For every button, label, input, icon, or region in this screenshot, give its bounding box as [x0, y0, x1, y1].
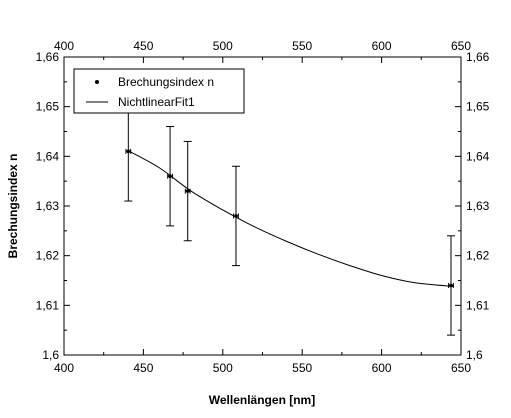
- legend: Brechungsindex n NichtlinearFit1: [73, 68, 245, 114]
- x-tick-label-top: 500: [213, 39, 233, 53]
- data-marker: [126, 149, 131, 154]
- x-tick-label-top: 550: [292, 39, 312, 53]
- y-tick-label-left: 1,64: [36, 149, 60, 163]
- y-tick-label-right: 1,6: [466, 348, 483, 362]
- y-tick-label-right: 1,64: [466, 149, 490, 163]
- legend-marker-points: [95, 80, 99, 84]
- legend-label-fit: NichtlinearFit1: [118, 95, 195, 109]
- data-point: [183, 140, 192, 242]
- y-tick-label-right: 1,63: [466, 199, 490, 213]
- y-tick-label-right: 1,61: [466, 298, 490, 312]
- y-tick-label-left: 1,65: [36, 100, 60, 114]
- data-point: [231, 165, 240, 267]
- y-axis-title: Brechungsindex n: [6, 154, 20, 259]
- x-axis-title: Wellenlängen [nm]: [209, 393, 315, 407]
- data-marker: [234, 214, 238, 218]
- data-marker: [168, 174, 172, 178]
- y-tick-label-right: 1,62: [466, 249, 490, 263]
- y-tick-label-left: 1,6: [42, 348, 59, 362]
- y-tick-label-left: 1,66: [36, 50, 60, 64]
- y-tick-label-left: 1,62: [36, 249, 60, 263]
- data-point: [166, 126, 175, 227]
- data-point: [446, 235, 455, 336]
- x-tick-label-bottom: 400: [54, 361, 74, 375]
- y-tick-label-left: 1,63: [36, 199, 60, 213]
- y-tick-label-right: 1,66: [466, 50, 490, 64]
- data-marker: [449, 283, 453, 288]
- legend-box: [73, 68, 245, 114]
- x-tick-label-top: 650: [451, 39, 471, 53]
- data-layer: [124, 101, 455, 336]
- legend-label-points: Brechungsindex n: [118, 75, 214, 89]
- x-tick-label-bottom: 450: [133, 361, 153, 375]
- x-tick-label-top: 600: [372, 39, 392, 53]
- x-tick-label-top: 450: [133, 39, 153, 53]
- fit-curve: [127, 149, 454, 287]
- x-tick-label-top: 400: [54, 39, 74, 53]
- x-tick-label-bottom: 500: [213, 361, 233, 375]
- data-point: [124, 101, 133, 202]
- y-tick-label-left: 1,61: [36, 298, 60, 312]
- data-marker: [185, 189, 190, 193]
- x-tick-label-bottom: 650: [451, 361, 471, 375]
- x-tick-label-bottom: 600: [372, 361, 392, 375]
- y-tick-label-right: 1,65: [466, 100, 490, 114]
- x-tick-label-bottom: 550: [292, 361, 312, 375]
